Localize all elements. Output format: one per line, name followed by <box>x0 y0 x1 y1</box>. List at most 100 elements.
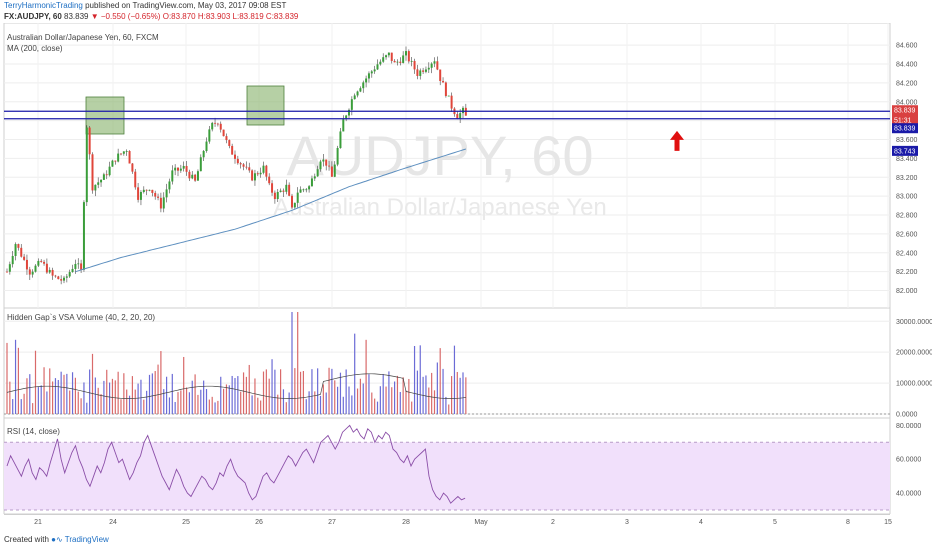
candle-body <box>236 158 239 164</box>
price-tick-label: 83.400 <box>896 156 918 163</box>
time-tick-label: 21 <box>34 519 42 526</box>
ma-value-tag: 83.743 <box>894 148 916 155</box>
candle-body <box>285 184 288 192</box>
candle-body <box>88 127 91 155</box>
time-axis[interactable]: 21 24 25 26 27 28 May 2 3 4 5 8 15 <box>0 514 932 532</box>
candle-body <box>459 113 462 120</box>
bar-timer-tag: 51:31 <box>894 117 912 124</box>
time-axis-svg[interactable]: 21 24 25 26 27 28 May 2 3 4 5 8 15 <box>0 514 932 532</box>
time-tick-label: 3 <box>625 519 629 526</box>
candle-body <box>168 181 171 190</box>
candle-body <box>31 271 34 275</box>
candle-body <box>65 276 68 278</box>
volume-chart[interactable]: 30000.0000 20000.0000 10000.0000 0.0000 <box>0 307 932 419</box>
candle-body <box>419 70 422 76</box>
symbol-ticker[interactable]: FX:AUDJPY, 60 <box>4 12 62 21</box>
ma-200-line <box>75 148 467 273</box>
candle-body <box>165 189 168 198</box>
candle-body <box>11 255 14 265</box>
tradingview-brand[interactable]: TradingView <box>64 535 109 544</box>
volume-average-line <box>6 373 466 399</box>
candle-body <box>34 265 37 272</box>
candle-body <box>157 196 160 198</box>
candle-body <box>333 164 336 177</box>
candle-body <box>219 123 222 130</box>
candle-body <box>108 166 111 176</box>
candle-body <box>313 176 316 179</box>
candle-body <box>305 189 308 191</box>
time-tick-label: 15 <box>884 519 892 526</box>
candle-body <box>353 95 356 100</box>
candle-body <box>382 57 385 62</box>
candle-body <box>182 165 185 169</box>
last-price: 83.839 <box>64 12 89 21</box>
price-pane[interactable]: 84.60084.40084.20084.00083.80083.60083.4… <box>0 22 932 309</box>
candle-body <box>74 263 77 269</box>
rsi-line <box>6 424 466 504</box>
candle-body <box>231 145 234 155</box>
candle-body <box>25 259 28 270</box>
candle-body <box>159 197 162 209</box>
candle-body <box>399 61 402 63</box>
candle-body <box>393 60 396 63</box>
candle-body <box>234 154 236 159</box>
candle-body <box>208 129 211 142</box>
price-tick-label: 83.000 <box>896 194 918 201</box>
candle-body <box>405 51 407 56</box>
price-tick-label: 82.800 <box>896 213 918 220</box>
ma-legend: MA (200, close) <box>7 44 63 53</box>
candle-body <box>293 202 296 208</box>
rsi-pane[interactable]: 80.0000 60.0000 40.0000 RSI (14, close) <box>0 417 932 515</box>
candle-body <box>462 107 464 114</box>
main-series-title: Australian Dollar/Japanese Yen, 60, FXCM <box>7 33 159 42</box>
author-link[interactable]: TerryHarmonicTrading <box>4 1 83 10</box>
candle-body <box>222 129 225 137</box>
price-tick-label: 84.000 <box>896 99 918 106</box>
up-arrow-icon <box>670 130 684 151</box>
candle-body <box>105 174 108 176</box>
candle-body <box>45 263 48 273</box>
candle-body <box>328 165 331 167</box>
price-tick-label: 83.200 <box>896 175 918 182</box>
bar-timer-tag-bg <box>892 114 918 125</box>
volume-plot-frame <box>3 307 891 419</box>
candle-body <box>174 167 177 171</box>
candle-body <box>436 61 439 70</box>
price-tick-label: 82.200 <box>896 269 918 276</box>
candle-body <box>362 82 365 89</box>
rsi-tick-label: 80.0000 <box>896 423 921 430</box>
candle-body <box>345 115 348 120</box>
volume-pane[interactable]: 30000.0000 20000.0000 10000.0000 0.0000 Hid… <box>0 307 932 419</box>
candle-body <box>265 165 268 177</box>
candle-body <box>228 140 231 146</box>
candle-body <box>350 99 353 110</box>
line-level-tag-bg <box>892 123 918 134</box>
candle-body <box>23 256 26 260</box>
candle-body <box>268 176 271 184</box>
price-tick-label: 82.400 <box>896 250 918 257</box>
candle-body <box>60 279 63 281</box>
last-price-tag: 83.839 <box>894 108 916 115</box>
candle-body <box>120 153 122 155</box>
candle-body <box>379 61 382 65</box>
symbol-line: FX:AUDJPY, 60 83.839 ▼ −0.550 (−0.65%) O… <box>4 12 298 22</box>
watermark-symbol: AUDJPY, 60 <box>286 124 593 187</box>
time-tick-label: 5 <box>773 519 777 526</box>
rsi-chart[interactable]: 80.0000 60.0000 40.0000 <box>0 417 932 515</box>
price-chart[interactable]: 84.60084.40084.20084.00083.80083.60083.4… <box>0 22 932 309</box>
candle-body <box>259 172 262 175</box>
candle-body <box>162 197 165 209</box>
price-tick-label: 84.600 <box>896 43 918 50</box>
candle-body <box>225 136 228 141</box>
candle-body <box>450 95 453 109</box>
candle-body <box>82 202 85 270</box>
candle-body <box>282 190 285 192</box>
candle-body <box>17 244 20 248</box>
price-tick-label: 84.400 <box>896 62 918 69</box>
candle-body <box>316 169 319 177</box>
candle-body <box>191 174 194 179</box>
candle-body <box>57 276 60 280</box>
candle-body <box>194 174 197 181</box>
candle-body <box>91 154 94 191</box>
candle-body <box>442 80 445 83</box>
